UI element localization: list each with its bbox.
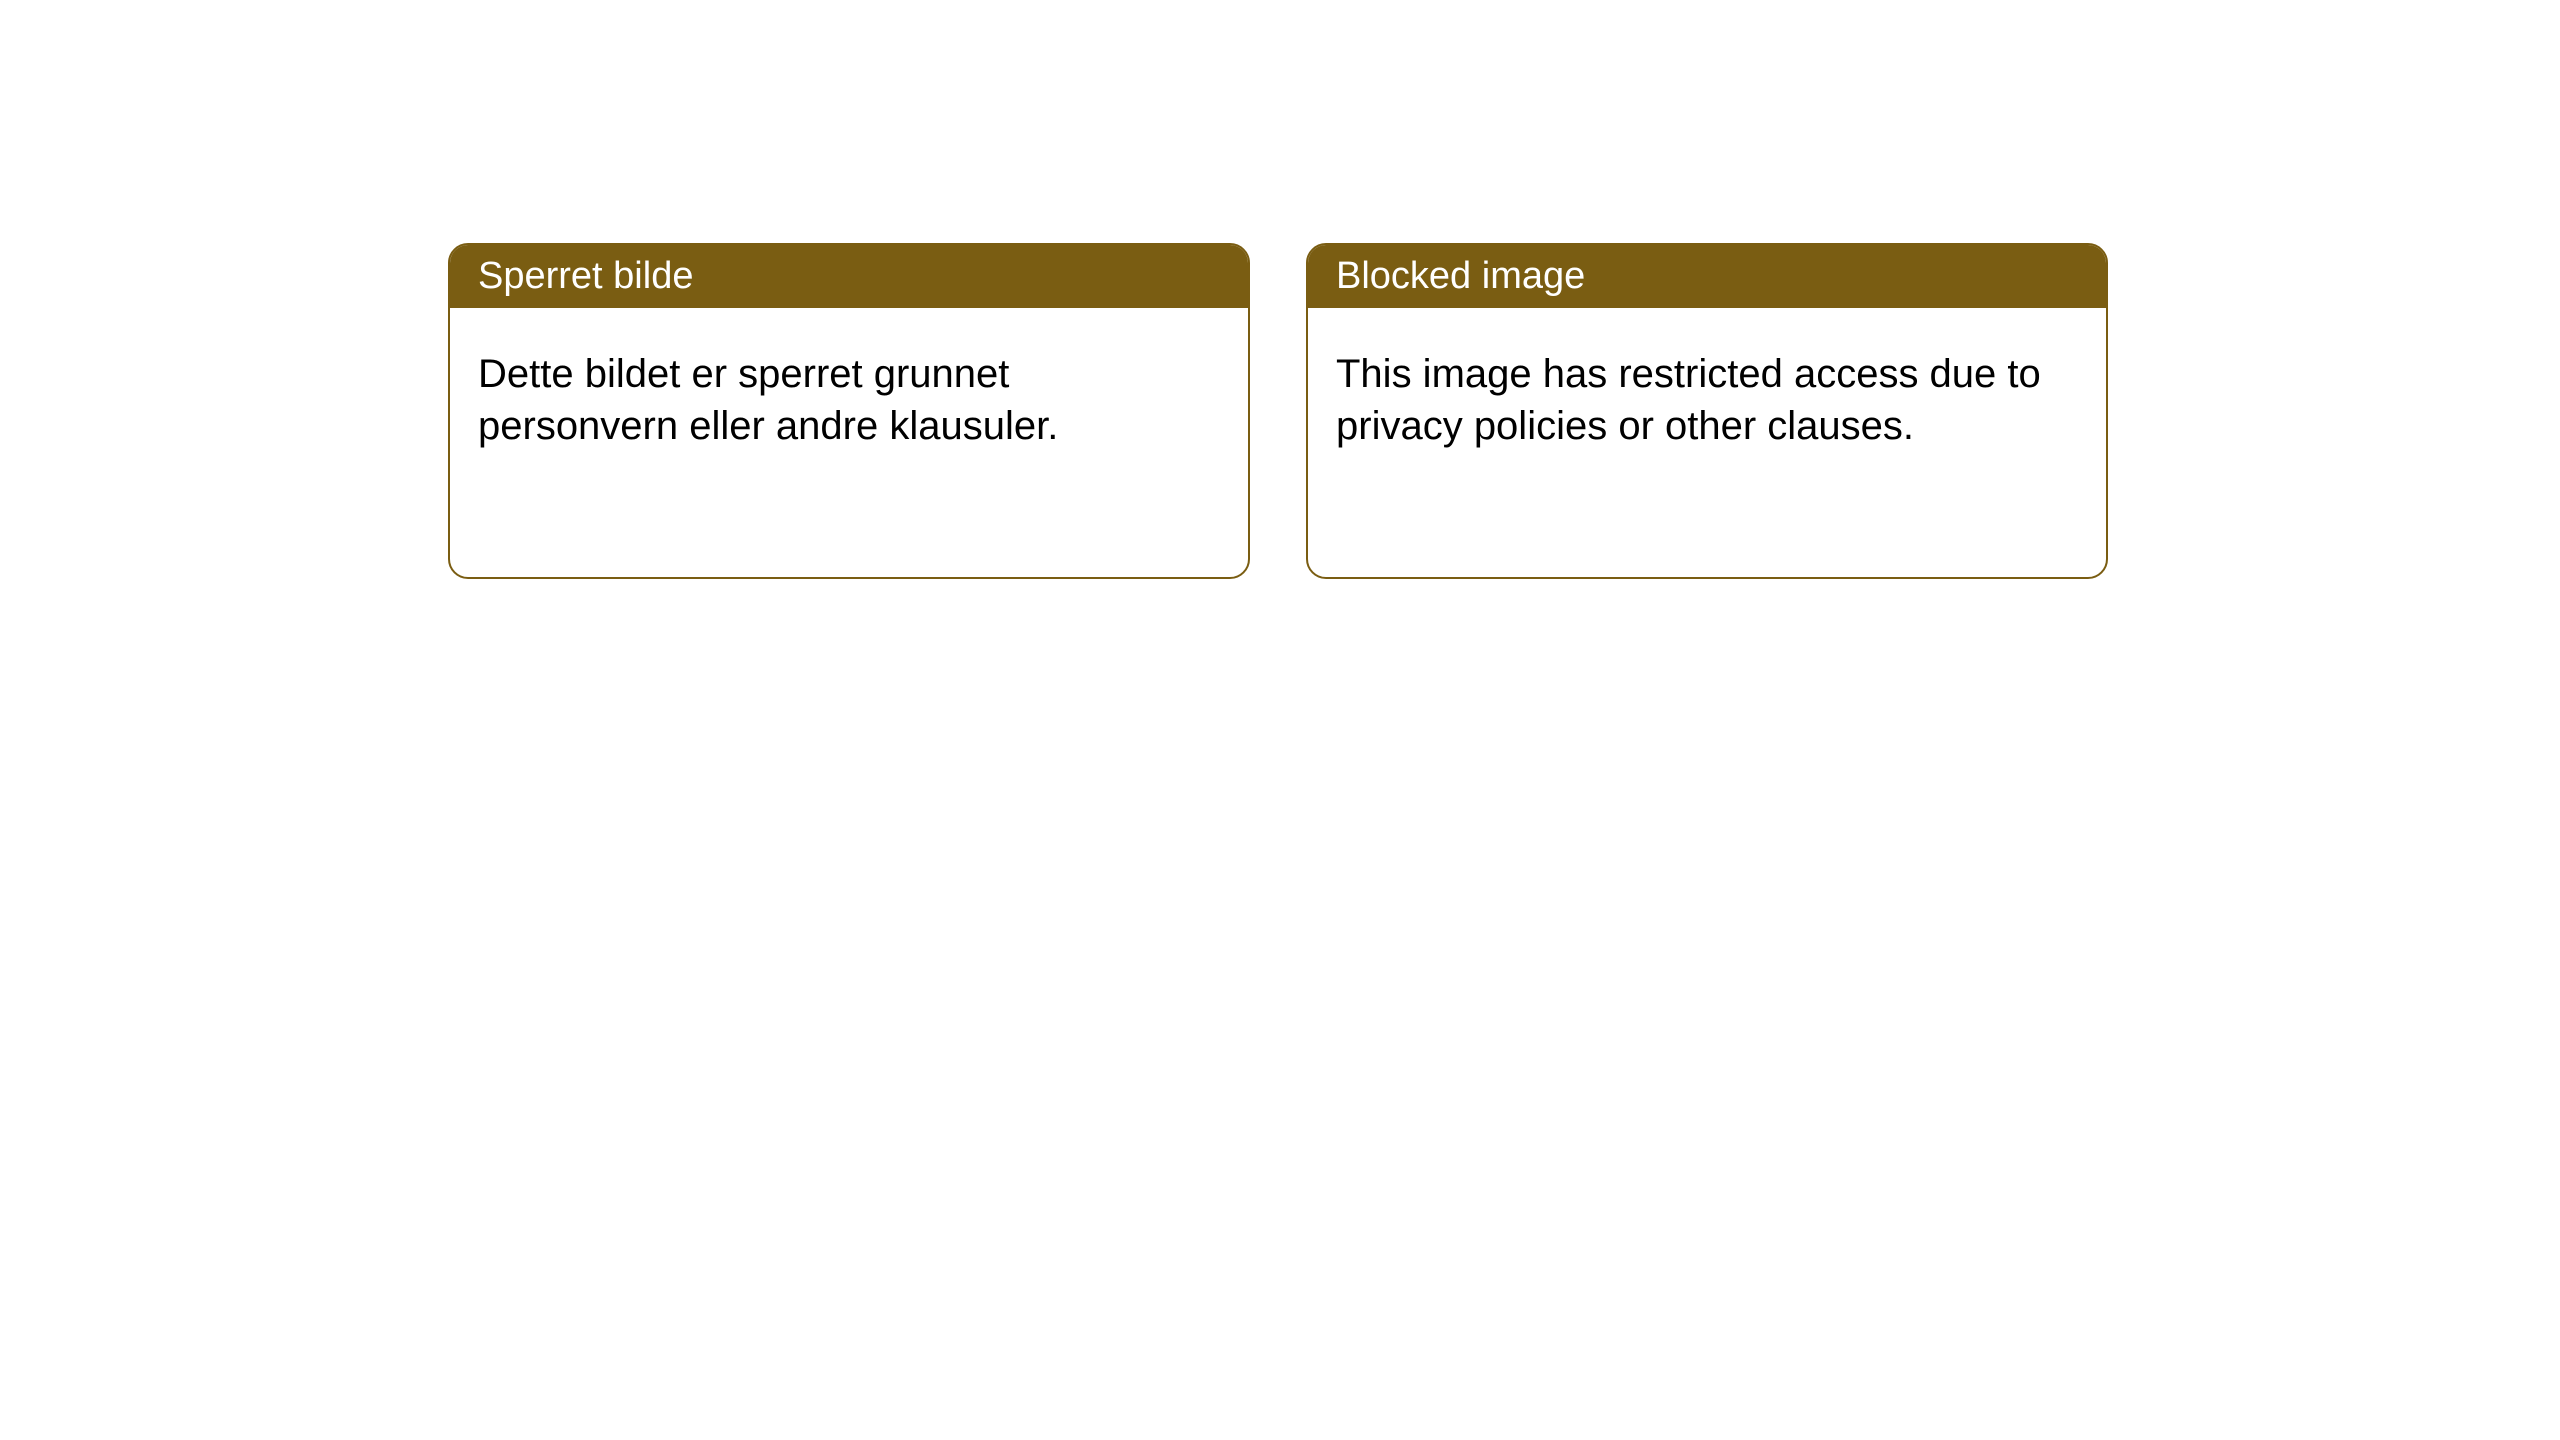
card-body: This image has restricted access due to … [1308, 308, 2106, 492]
card-header: Sperret bilde [450, 245, 1248, 308]
card-title: Sperret bilde [478, 255, 693, 298]
card-body: Dette bildet er sperret grunnet personve… [450, 308, 1248, 492]
card-body-text: Dette bildet er sperret grunnet personve… [478, 352, 1058, 448]
card-title: Blocked image [1336, 255, 1585, 298]
notice-card-english: Blocked image This image has restricted … [1306, 243, 2108, 579]
card-body-text: This image has restricted access due to … [1336, 352, 2041, 448]
notice-cards-container: Sperret bilde Dette bildet er sperret gr… [0, 0, 2560, 579]
notice-card-norwegian: Sperret bilde Dette bildet er sperret gr… [448, 243, 1250, 579]
card-header: Blocked image [1308, 245, 2106, 308]
